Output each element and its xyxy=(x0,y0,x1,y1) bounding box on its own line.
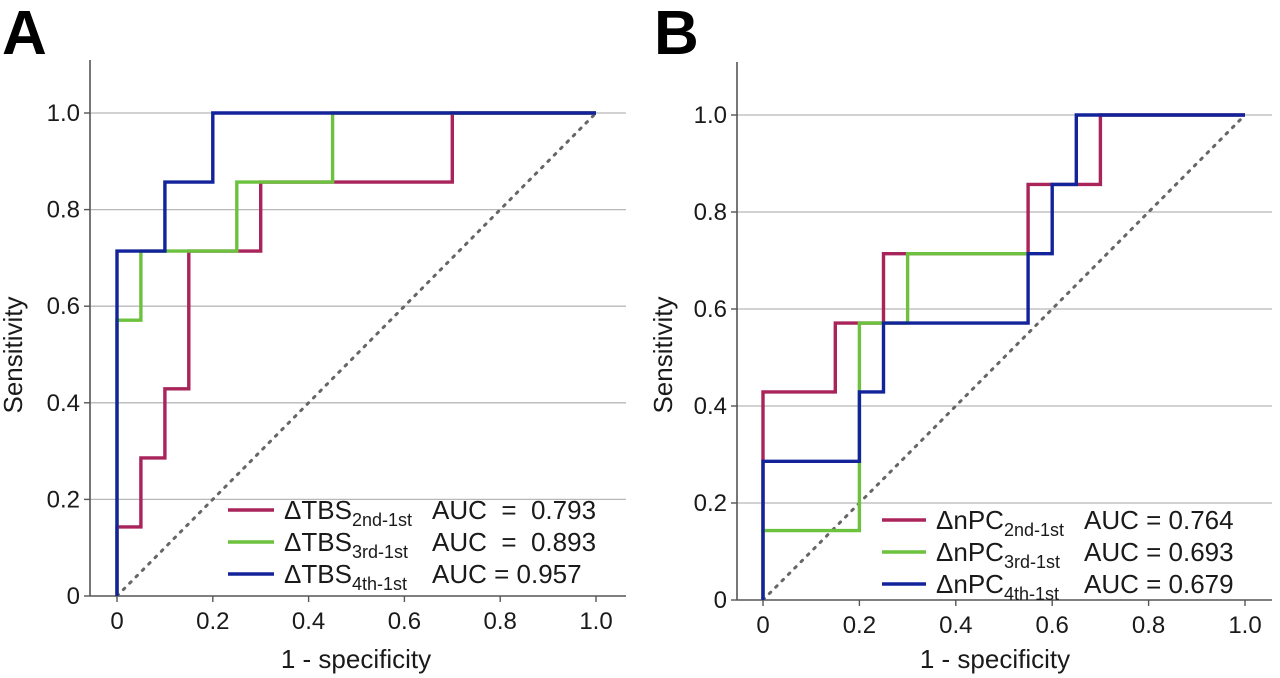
x-tick-label: 0 xyxy=(110,608,123,635)
legend-series-subscript: 4th-1st xyxy=(1004,584,1059,604)
x-tick-label: 1.0 xyxy=(579,608,612,635)
y-ticks: 0 0.2 0.4 0.6 0.8 1.0 xyxy=(694,102,737,614)
legend-auc-value: AUC = 0.693 xyxy=(1084,537,1234,567)
legend-auc-value: AUC = 0.793 xyxy=(432,495,596,525)
legend-series-name: ΔTBS xyxy=(284,495,352,525)
y-tick-label: 0.2 xyxy=(47,486,80,513)
legend-series-label: ΔnPC4th-1st xyxy=(936,569,1059,604)
y-axis-title: Sensitivity xyxy=(648,296,678,413)
legend-series-label: ΔnPC3rd-1st xyxy=(936,537,1060,572)
roc-curve-4th-1st xyxy=(115,111,596,596)
x-tick-label: 0.2 xyxy=(843,612,876,639)
x-ticks: 0 0.2 0.4 0.6 0.8 1.0 xyxy=(756,600,1262,639)
panel-b: B 0 0.2 0.4 0.6 0.8 1.0 0 0.2 0.4 0.6 0.8 1.0 1 - … xyxy=(648,0,1272,674)
x-tick-label: 0.6 xyxy=(1036,612,1069,639)
x-tick-label: 0.8 xyxy=(1132,612,1165,639)
y-tick-label: 0 xyxy=(714,587,727,614)
y-tick-label: 1.0 xyxy=(694,102,727,129)
y-tick-label: 0 xyxy=(67,583,80,610)
y-tick-label: 0.2 xyxy=(694,490,727,517)
legend-series-label: ΔTBS2nd-1st xyxy=(284,495,412,530)
y-tick-label: 0.8 xyxy=(694,199,727,226)
x-axis-title: 1 - specificity xyxy=(920,644,1070,674)
roc-curves xyxy=(115,111,596,596)
y-ticks: 0 0.2 0.4 0.6 0.8 1.0 xyxy=(47,100,90,610)
legend-series-name: ΔnPC xyxy=(936,537,1004,567)
legend-series-name: ΔTBS xyxy=(284,527,352,557)
reference-diagonal xyxy=(761,113,1247,602)
legend-series-label: ΔnPC2nd-1st xyxy=(936,505,1064,540)
legend-series-name: ΔTBS xyxy=(284,559,352,589)
legend-series-subscript: 4th-1st xyxy=(352,574,407,594)
y-tick-label: 0.6 xyxy=(47,293,80,320)
legend-series-subscript: 3rd-1st xyxy=(352,542,408,562)
axes xyxy=(89,60,626,597)
y-tick-label: 0.4 xyxy=(694,393,727,420)
x-ticks: 0 0.2 0.4 0.6 0.8 1.0 xyxy=(110,596,613,635)
panel-letter: B xyxy=(654,0,699,68)
legend-series-name: ΔnPC xyxy=(936,505,1004,535)
x-tick-label: 1.0 xyxy=(1228,612,1261,639)
y-tick-label: 1.0 xyxy=(47,100,80,127)
reference-diagonal xyxy=(115,111,598,598)
legend-auc-value: AUC = 0.764 xyxy=(1084,505,1234,535)
y-tick-label: 0.8 xyxy=(47,197,80,224)
legend-series-subscript: 2nd-1st xyxy=(1004,520,1064,540)
legend-series-subscript: 3rd-1st xyxy=(1004,552,1060,572)
roc-curve-3rd-1st xyxy=(115,111,596,596)
x-tick-label: 0.4 xyxy=(939,612,972,639)
roc-curve-2nd-1st xyxy=(115,111,596,596)
legend-series-subscript: 2nd-1st xyxy=(352,510,412,530)
y-tick-label: 0.4 xyxy=(47,390,80,417)
x-axis-title: 1 - specificity xyxy=(281,644,431,674)
y-tick-label: 0.6 xyxy=(694,296,727,323)
x-tick-label: 0 xyxy=(756,612,769,639)
legend-auc-value: AUC = 0.957 xyxy=(432,559,582,589)
legend-auc-value: AUC = 0.679 xyxy=(1084,569,1234,599)
legend-series-label: ΔTBS3rd-1st xyxy=(284,527,408,562)
gridlines xyxy=(90,112,626,501)
y-axis-title: Sensitivity xyxy=(0,296,28,413)
panel-letter: A xyxy=(2,0,47,68)
x-tick-label: 0.2 xyxy=(196,608,229,635)
panel-a: A 0 0.2 0.4 0.6 0.8 1.0 0 0.2 0.4 0.6 0.8 1.0 1 - … xyxy=(0,0,626,674)
x-tick-label: 0.4 xyxy=(292,608,325,635)
gridlines xyxy=(737,114,1272,504)
x-tick-label: 0.8 xyxy=(484,608,517,635)
x-tick-label: 0.6 xyxy=(388,608,421,635)
legend-series-name: ΔnPC xyxy=(936,569,1004,599)
roc-curve-4th-1st xyxy=(761,113,1245,600)
axes xyxy=(736,62,1272,601)
legend-auc-value: AUC = 0.893 xyxy=(432,527,596,557)
roc-curves xyxy=(761,113,1245,600)
legend-series-label: ΔTBS4th-1st xyxy=(284,559,407,594)
